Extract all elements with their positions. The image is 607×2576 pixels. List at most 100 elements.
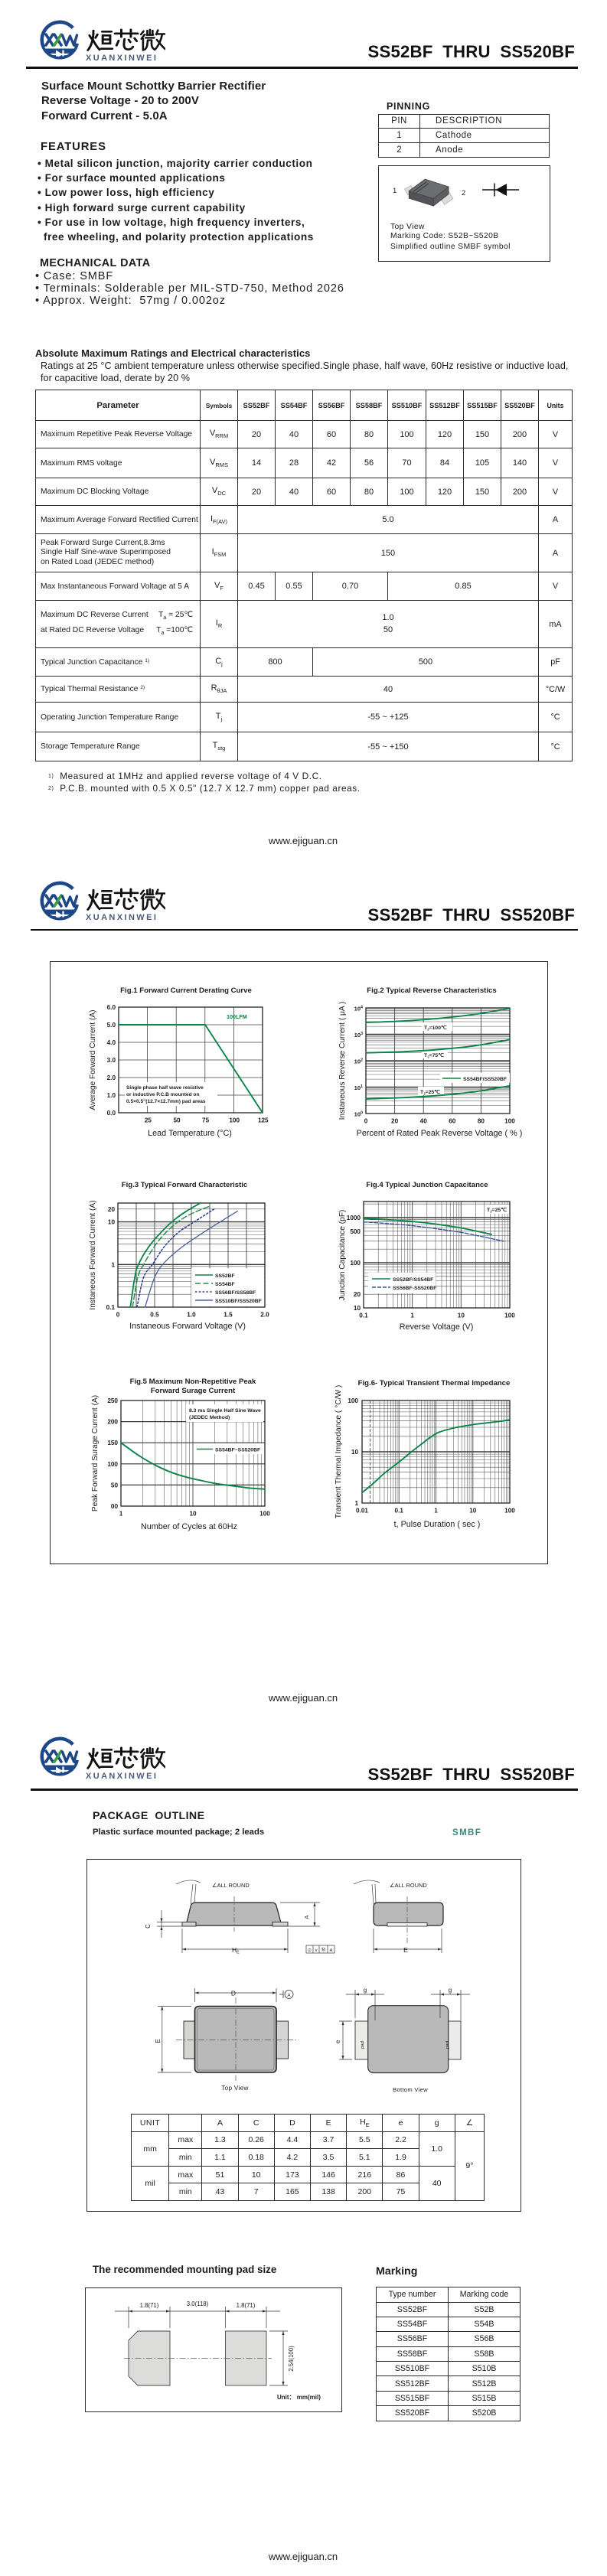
svg-text:100: 100 (350, 1260, 361, 1267)
svg-text:A: A (330, 1948, 333, 1953)
svg-text:250: 250 (107, 1397, 118, 1404)
svg-text:SS54BF~SS520BF: SS54BF~SS520BF (215, 1448, 260, 1453)
svg-text:Number of Cycles at 60Hz: Number of Cycles at 60Hz (141, 1522, 237, 1531)
svg-text:∠ALL ROUND: ∠ALL ROUND (390, 1882, 427, 1889)
svg-text:1: 1 (434, 1508, 438, 1515)
svg-text:20: 20 (391, 1118, 399, 1125)
svg-text:10: 10 (458, 1312, 465, 1319)
svg-text:Bottom View: Bottom View (393, 2086, 428, 2093)
svg-text:101: 101 (354, 1084, 363, 1091)
svg-text:(JEDEC Method): (JEDEC Method) (189, 1415, 230, 1420)
svg-text:10: 10 (189, 1511, 197, 1518)
svg-text:125: 125 (258, 1117, 269, 1124)
svg-text:10: 10 (351, 1449, 359, 1456)
svg-text:100: 100 (504, 1118, 515, 1125)
svg-text:v: v (315, 1948, 318, 1953)
svg-text:1.8(71): 1.8(71) (237, 2302, 256, 2309)
svg-text:pad: pad (445, 2041, 450, 2049)
svg-text:100: 100 (504, 1312, 515, 1319)
svg-text:2.54(100): 2.54(100) (288, 2346, 295, 2372)
svg-text:10: 10 (469, 1508, 477, 1515)
svg-text:Reverse Voltage (V): Reverse Voltage (V) (400, 1322, 474, 1332)
svg-text:102: 102 (354, 1058, 363, 1065)
svg-text:80: 80 (478, 1118, 485, 1125)
svg-text:Transient Thermal Impedance (: Transient Thermal Impedance ( °C/W ) (335, 1385, 343, 1519)
svg-text:20: 20 (354, 1291, 361, 1298)
svg-text:Peak Forward Surage Current (A: Peak Forward Surage Current (A) (91, 1395, 100, 1511)
svg-text:10: 10 (108, 1219, 116, 1226)
svg-text:SS54BF/SS520BF: SS54BF/SS520BF (463, 1077, 507, 1082)
svg-text:C: C (145, 1924, 152, 1929)
svg-text:Fig.1 Forward Current Deratin: Fig.1 Forward Current Derating Curve (120, 986, 252, 995)
svg-text:40: 40 (420, 1118, 428, 1125)
svg-text:e: e (335, 2040, 341, 2043)
svg-text:TJ=25℃: TJ=25℃ (487, 1207, 507, 1214)
svg-text:SS56BF-SS520BF: SS56BF-SS520BF (393, 1286, 436, 1291)
svg-text:E: E (403, 1946, 408, 1954)
svg-text:TJ=75℃: TJ=75℃ (424, 1052, 444, 1059)
svg-text:2.0: 2.0 (107, 1074, 116, 1081)
svg-text:500: 500 (350, 1228, 361, 1235)
svg-text:0: 0 (364, 1118, 368, 1125)
svg-text:Unit： mm(mil): Unit： mm(mil) (277, 2394, 321, 2401)
svg-text:60: 60 (449, 1118, 456, 1125)
svg-text:1: 1 (393, 187, 397, 195)
svg-text:0.1: 0.1 (395, 1508, 404, 1515)
svg-text:Junction Capacitance (pF): Junction Capacitance (pF) (338, 1210, 347, 1301)
svg-text:SS52BF/SS54BF: SS52BF/SS54BF (393, 1277, 433, 1283)
svg-text:1: 1 (111, 1261, 115, 1268)
svg-text:100: 100 (354, 1111, 363, 1118)
svg-text:0.0: 0.0 (107, 1110, 116, 1117)
svg-text:2.0: 2.0 (260, 1312, 269, 1319)
svg-text:SS52BF: SS52BF (215, 1273, 235, 1279)
svg-text:Fig.3 Typical Forward Charact: Fig.3 Typical Forward Characteristic (122, 1181, 248, 1189)
svg-text:150: 150 (107, 1440, 118, 1446)
svg-text:Top View: Top View (221, 2085, 248, 2092)
svg-text:TJ=25℃: TJ=25℃ (420, 1089, 440, 1096)
svg-text:1.5: 1.5 (224, 1312, 233, 1319)
svg-text:D: D (231, 1990, 236, 1997)
svg-text:20: 20 (108, 1206, 116, 1213)
svg-text:100: 100 (229, 1117, 240, 1124)
svg-text:Lead Temperature (°C): Lead Temperature (°C) (148, 1129, 232, 1138)
svg-text:1: 1 (119, 1511, 123, 1518)
svg-text:Ⓜ: Ⓜ (321, 1947, 325, 1953)
svg-text:Fig.5 Maximum Non-Repetitive: Fig.5 Maximum Non-Repetitive Peak (130, 1378, 256, 1386)
svg-text:50: 50 (111, 1482, 119, 1489)
svg-text:g: g (449, 1987, 452, 1994)
svg-text:SS54BF: SS54BF (215, 1282, 235, 1287)
svg-text:0.1: 0.1 (359, 1312, 368, 1319)
svg-text:SS510BF/SS520BF: SS510BF/SS520BF (215, 1299, 262, 1304)
svg-text:Fig.4 Typical Junction Capaci: Fig.4 Typical Junction Capacitance (366, 1181, 488, 1189)
svg-text:25: 25 (145, 1117, 152, 1124)
svg-text:200: 200 (107, 1419, 118, 1426)
svg-text:4.0: 4.0 (107, 1039, 116, 1046)
svg-text:Forward Surage Current: Forward Surage Current (151, 1387, 236, 1395)
svg-text:2: 2 (462, 189, 465, 197)
svg-text:Instaneous Forward Voltage (V): Instaneous Forward Voltage (V) (129, 1322, 246, 1331)
svg-text:g: g (364, 1987, 367, 1994)
svg-text:100: 100 (348, 1397, 358, 1404)
svg-text:100: 100 (504, 1508, 515, 1515)
svg-text:∠ALL ROUND: ∠ALL ROUND (212, 1882, 250, 1889)
svg-text:Single phase half wave resisti: Single phase half wave resistive (126, 1085, 204, 1091)
svg-text:104: 104 (354, 1006, 363, 1012)
svg-text:100: 100 (259, 1511, 270, 1518)
svg-text:00: 00 (111, 1503, 119, 1510)
svg-text:0: 0 (116, 1312, 120, 1319)
svg-text:E: E (155, 2039, 162, 2043)
svg-text:Percent of Rated Peak Reverse: Percent of Rated Peak Reverse Voltage ( … (357, 1129, 523, 1138)
svg-text:100: 100 (107, 1461, 118, 1468)
svg-text:t, Pulse Duration ( sec ): t, Pulse Duration ( sec ) (394, 1520, 481, 1529)
svg-text:3.0(118): 3.0(118) (187, 2300, 209, 2307)
svg-text:Instaneous Reverse Current ( μ: Instaneous Reverse Current ( μA ) (338, 1002, 347, 1120)
svg-text:75: 75 (202, 1117, 210, 1124)
svg-text:1000: 1000 (347, 1215, 361, 1221)
svg-text:100LFM: 100LFM (227, 1013, 247, 1020)
svg-text:HE: HE (232, 1946, 240, 1955)
svg-text:A: A (287, 1993, 291, 1998)
svg-text:A: A (303, 1915, 310, 1919)
svg-text:8.3 ms Single Half Sine Wave: 8.3 ms Single Half Sine Wave (189, 1408, 261, 1414)
svg-text:10: 10 (354, 1305, 361, 1312)
svg-text:1: 1 (354, 1500, 358, 1507)
